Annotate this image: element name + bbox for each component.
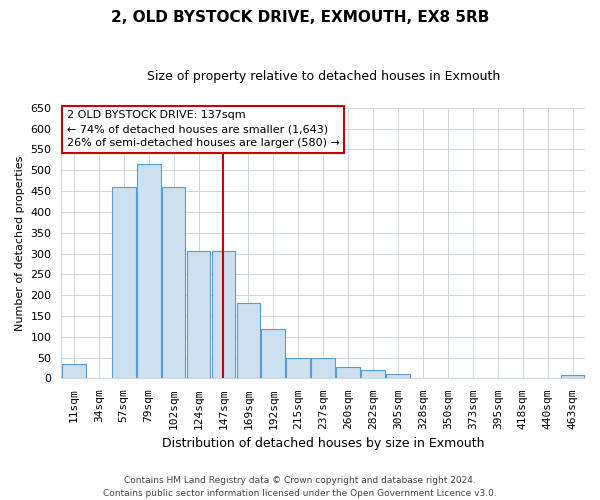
X-axis label: Distribution of detached houses by size in Exmouth: Distribution of detached houses by size … [162, 437, 484, 450]
Bar [137, 164, 161, 378]
Bar [311, 358, 335, 378]
Bar [560, 375, 584, 378]
Text: Contains HM Land Registry data © Crown copyright and database right 2024.
Contai: Contains HM Land Registry data © Crown c… [103, 476, 497, 498]
Bar [62, 364, 86, 378]
Bar [286, 358, 310, 378]
Y-axis label: Number of detached properties: Number of detached properties [15, 156, 25, 331]
Bar [386, 374, 410, 378]
Bar [336, 367, 360, 378]
Bar [236, 304, 260, 378]
Bar [212, 252, 235, 378]
Text: 2 OLD BYSTOCK DRIVE: 137sqm
← 74% of detached houses are smaller (1,643)
26% of : 2 OLD BYSTOCK DRIVE: 137sqm ← 74% of det… [67, 110, 340, 148]
Bar [361, 370, 385, 378]
Text: 2, OLD BYSTOCK DRIVE, EXMOUTH, EX8 5RB: 2, OLD BYSTOCK DRIVE, EXMOUTH, EX8 5RB [111, 10, 489, 25]
Bar [187, 252, 211, 378]
Bar [112, 187, 136, 378]
Bar [162, 187, 185, 378]
Bar [262, 330, 285, 378]
Title: Size of property relative to detached houses in Exmouth: Size of property relative to detached ho… [146, 70, 500, 83]
